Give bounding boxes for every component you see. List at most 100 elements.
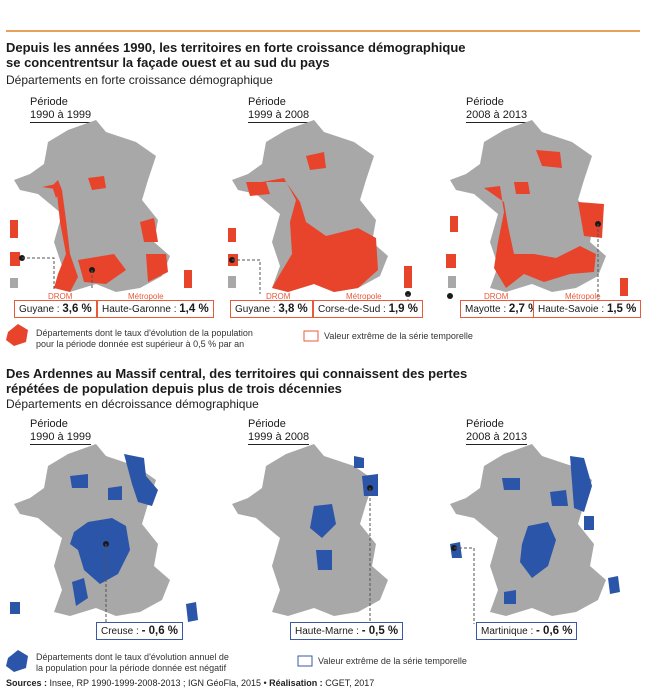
decline-region [70, 474, 88, 488]
drom-inset [228, 228, 236, 242]
metro-caption: Métropole [128, 292, 164, 301]
legend-extreme-text-blue: Valeur extrême de la série temporelle [318, 656, 467, 666]
department-name: Creuse : [101, 626, 139, 637]
drom-inset [10, 252, 20, 266]
s2-map2-value-box: Haute-Marne : - 0,5 % [290, 622, 404, 640]
section2-title: Des Ardennes au Massif central, des terr… [6, 366, 606, 396]
s1-map2 [228, 120, 412, 300]
decline-region [504, 590, 516, 604]
drom-inset [10, 220, 18, 238]
drom-inset [10, 602, 20, 614]
metro-value: 1,9 % [388, 303, 419, 315]
metro-name: Corse-de-Sud : [318, 304, 386, 315]
decline-region [108, 486, 122, 500]
legend-growth-line1: Départements dont le taux d'évolution de… [36, 328, 253, 338]
drom-inset [10, 278, 18, 288]
period-range: 1999 à 2008 [248, 431, 310, 445]
growth-region [262, 178, 378, 292]
leader-line [454, 547, 475, 624]
drom-inset [448, 276, 456, 288]
drom-value: 2,7 % [508, 303, 539, 315]
metro-name: Haute-Garonne : [102, 304, 177, 315]
section1-subtitle: Départements en forte croissance démogra… [6, 73, 273, 87]
department-name: Haute-Marne : [295, 626, 359, 637]
credit-text: CGET, 2017 [325, 678, 375, 688]
s1-map1-drom-value-box: Guyane : 3,6 % [14, 300, 97, 318]
s1-map3-metro-value-box: Haute-Savoie : 1,5 % [533, 300, 642, 318]
decline-region [310, 504, 336, 538]
s1-map3 [446, 120, 628, 300]
sources-line: Sources : Insee, RP 1990-1999-2008-2013 … [6, 678, 374, 688]
period-label: Période [30, 418, 68, 430]
corsica [404, 266, 412, 288]
s2-map1 [10, 444, 198, 622]
legend-growth-text: Départements dont le taux d'évolution de… [36, 328, 253, 350]
metro-caption: Métropole [346, 292, 382, 301]
s2-map2 [232, 444, 388, 624]
growth-region [536, 150, 562, 168]
s2-map1-period: Période 1990 à 1999 [30, 418, 92, 445]
metro-value: 1,5 % [606, 303, 637, 315]
decline-region [316, 550, 332, 570]
department-name: Martinique : [481, 626, 534, 637]
period-range: 2008 à 2013 [466, 431, 528, 445]
legend-decline-line2: la population pour la période donnée est… [36, 663, 227, 673]
decline-region [520, 522, 556, 578]
growth-region [146, 254, 168, 282]
decline-region [584, 516, 594, 530]
growth-region [140, 218, 158, 242]
growth-region [52, 180, 62, 198]
section1-title-line1: Depuis les années 1990, les territoires … [6, 40, 466, 55]
period-range: 2008 à 2013 [466, 109, 528, 123]
period-range: 1990 à 1999 [30, 109, 92, 123]
leader-line [22, 257, 55, 290]
drom-inset [228, 276, 236, 288]
growth-region [484, 186, 596, 288]
legend-decline-line1: Départements dont le taux d'évolution an… [36, 652, 229, 662]
growth-region [514, 182, 530, 194]
s1-map3-period: Période 2008 à 2013 [466, 96, 528, 123]
drom-name: Guyane : [19, 304, 60, 315]
leader-line [232, 259, 261, 294]
section2-title-line1: Des Ardennes au Massif central, des terr… [6, 366, 468, 381]
department-value: - 0,6 % [141, 625, 179, 637]
extreme-value-dot [447, 293, 453, 299]
decline-region [72, 578, 88, 606]
decline-region [570, 456, 592, 512]
growth-region [306, 152, 326, 170]
growth-region [42, 184, 78, 292]
period-label: Période [248, 418, 286, 430]
legend-growth-line2: pour la période donnée est supérieur à 0… [36, 339, 245, 349]
drom-caption: DROM [266, 292, 291, 301]
s1-map1-metro-value-box: Haute-Garonne : 1,4 % [97, 300, 214, 318]
s2-map3-value-box: Martinique : - 0,6 % [476, 622, 578, 640]
period-label: Période [30, 96, 68, 108]
growth-region [88, 176, 106, 190]
period-range: 1999 à 2008 [248, 109, 310, 123]
corsica [184, 270, 192, 288]
period-range: 1990 à 1999 [30, 431, 92, 445]
department-value: - 0,6 % [536, 625, 573, 637]
france-land [232, 444, 388, 616]
section1-title-line2: se concentrentsur la façade ouest et au … [6, 55, 330, 70]
metro-caption: Métropole [565, 292, 601, 301]
legend-extreme-box-blue [297, 655, 313, 667]
drom-caption: DROM [484, 292, 509, 301]
drom-value: 3,6 % [62, 303, 92, 315]
legend-extreme-text-red: Valeur extrême de la série temporelle [324, 331, 473, 341]
legend-decline-text: Départements dont le taux d'évolution an… [36, 652, 229, 674]
drom-value: 3,8 % [278, 303, 308, 315]
metro-value: 1,4 % [179, 303, 209, 315]
decline-region [354, 456, 364, 468]
s1-map3-drom-value-box: Mayotte : 2,7 % [460, 300, 544, 318]
s1-map2-drom-value-box: Guyane : 3,8 % [230, 300, 313, 318]
period-label: Période [466, 418, 504, 430]
decline-region [70, 518, 130, 584]
legend-growth-swatch [6, 324, 28, 346]
growth-region [78, 254, 126, 284]
sources-label: Sources : [6, 678, 48, 688]
s2-map2-period: Période 1999 à 2008 [248, 418, 310, 445]
top-accent-rule [6, 30, 640, 32]
drom-inset [450, 216, 458, 232]
department-value: - 0,5 % [361, 625, 399, 637]
